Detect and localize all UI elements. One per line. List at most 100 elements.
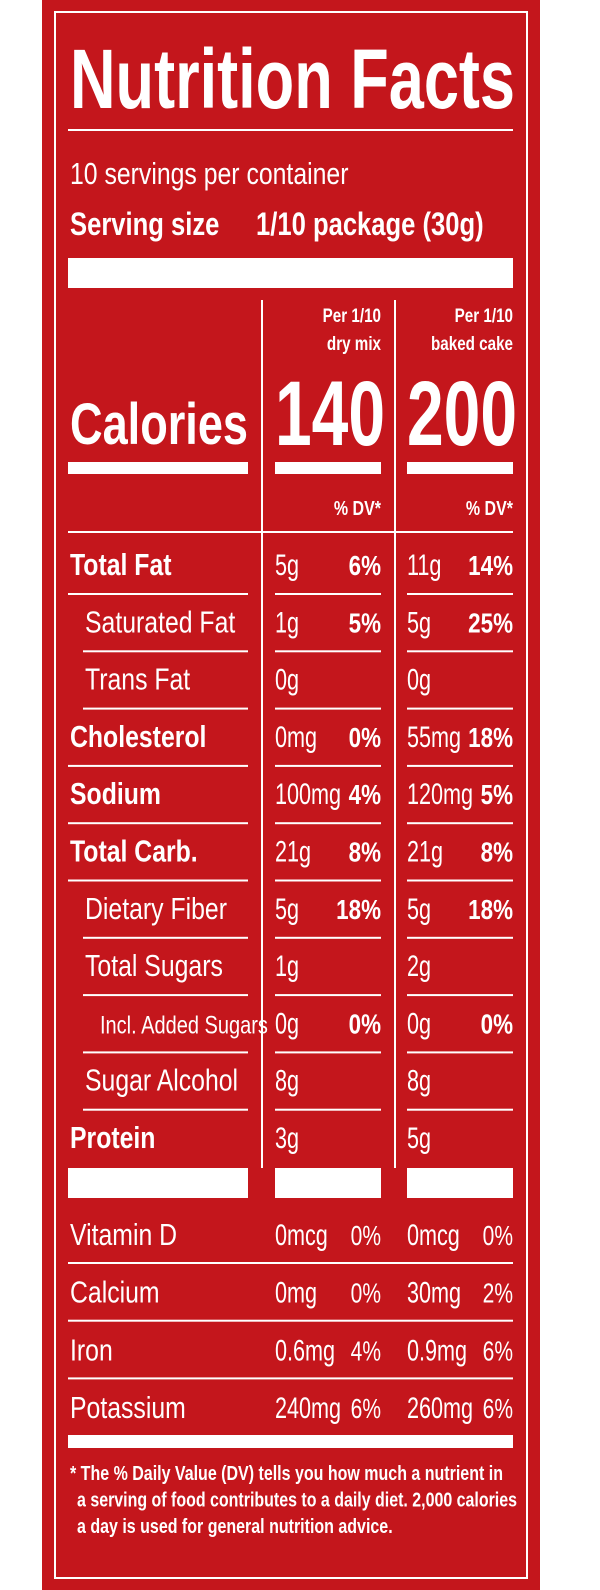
title: Nutrition Facts [70,32,515,126]
calories-bar [407,462,513,474]
rule [275,822,381,825]
column-header: dry mix [327,334,381,355]
rule [407,1051,513,1054]
vitamin-dv: 0% [351,1278,381,1309]
nutrient-amount: 100mg [275,778,341,811]
nutrient-name: Trans Fat [85,662,191,697]
calories-bar [275,462,381,474]
rule [68,593,248,595]
nutrient-amount: 3g [275,1122,299,1155]
thick-bar [68,258,513,288]
nutrient-name: Incl. Added Sugars [100,1011,268,1039]
column-divider [394,300,396,1168]
vitamin-dv: 6% [483,1335,513,1366]
nutrient-amount: 0mg [275,721,317,754]
nutrient-amount: 0g [407,1007,431,1040]
column-header: Per 1/10 [323,306,381,327]
rule [68,1262,513,1264]
vitamin-dv: 0% [483,1220,513,1251]
nutrient-dv: 18% [336,894,381,925]
rule [68,879,248,882]
vitamin-amount: 0mcg [407,1219,460,1252]
rule [68,822,248,825]
vitamin-name: Potassium [70,1390,186,1425]
rule [407,707,513,710]
calories-bar [68,462,248,474]
column-divider [261,300,263,1168]
nutrient-amount: 21g [275,836,311,869]
rule [407,1108,513,1111]
rule [275,764,381,767]
calories-value: 200 [407,363,517,465]
rule [275,1108,381,1111]
vitamin-name: Iron [70,1332,113,1367]
nutrient-name: Total Carb. [70,834,198,869]
calories-label: Calories [70,392,248,457]
nutrient-dv: 18% [468,894,513,925]
nutrient-dv: 14% [468,550,513,581]
nutrient-amount: 1g [275,606,299,639]
footnote: a serving of food contributes to a daily… [77,1490,517,1512]
vitamin-dv: 6% [483,1393,513,1424]
rule [83,936,248,939]
rule [407,764,513,767]
nutrient-dv: 0% [349,722,381,753]
nutrient-dv: 5% [481,779,513,810]
rule [68,1377,513,1380]
nutrient-dv: 0% [349,1008,381,1039]
nutrient-dv: 6% [349,550,381,581]
nutrient-name: Dietary Fiber [85,891,227,926]
footnote: * The % Daily Value (DV) tells you how m… [70,1463,503,1485]
rule [275,879,381,882]
nutrient-amount: 0g [275,664,299,697]
vitamin-amount: 0mg [275,1277,317,1310]
vitamin-amount: 260mg [407,1392,473,1425]
thick-bar [68,1168,248,1198]
vitamin-dv: 4% [351,1335,381,1366]
nutrient-amount: 2g [407,950,431,983]
nutrient-name: Total Fat [70,547,172,582]
servings: 10 servings per container [70,156,348,191]
dv-header: % DV* [466,498,513,520]
serving-size-label: Serving size [70,206,219,242]
thick-bar [275,1168,381,1198]
rule [407,593,513,595]
nutrient-name: Protein [70,1120,155,1155]
nutrient-name: Total Sugars [85,948,223,983]
nutrient-amount: 5g [275,893,299,926]
nutrient-amount: 8g [407,1065,431,1098]
nutrient-amount: 1g [275,950,299,983]
nutrient-name: Cholesterol [70,719,206,754]
rule [68,129,513,131]
nutrient-amount: 5g [407,893,431,926]
rule [407,879,513,882]
rule [83,994,248,997]
vitamin-amount: 30mg [407,1277,461,1310]
nutrient-dv: 25% [468,607,513,638]
rule [407,650,513,653]
rule [407,822,513,825]
vitamin-dv: 0% [351,1220,381,1251]
rule [275,593,381,595]
rule [83,1108,248,1111]
footnote: a day is used for general nutrition advi… [77,1516,393,1538]
nutrient-amount: 120mg [407,778,473,811]
nutrient-amount: 0g [275,1007,299,1040]
vitamin-amount: 0.9mg [407,1334,467,1367]
thick-bar [68,1435,513,1448]
nutrient-amount: 21g [407,836,443,869]
nutrient-name: Sodium [70,776,161,811]
nutrient-dv: 0% [481,1008,513,1039]
vitamin-amount: 240mg [275,1392,341,1425]
rule [68,1319,513,1322]
nutrient-amount: 5g [407,606,431,639]
nutrient-dv: 18% [468,722,513,753]
nutrient-dv: 8% [481,837,513,868]
nutrient-amount: 5g [275,549,299,582]
rule [83,1051,248,1054]
rule [275,650,381,653]
nutrient-name: Saturated Fat [85,604,236,639]
nutrient-amount: 0g [407,664,431,697]
rule [83,650,248,653]
